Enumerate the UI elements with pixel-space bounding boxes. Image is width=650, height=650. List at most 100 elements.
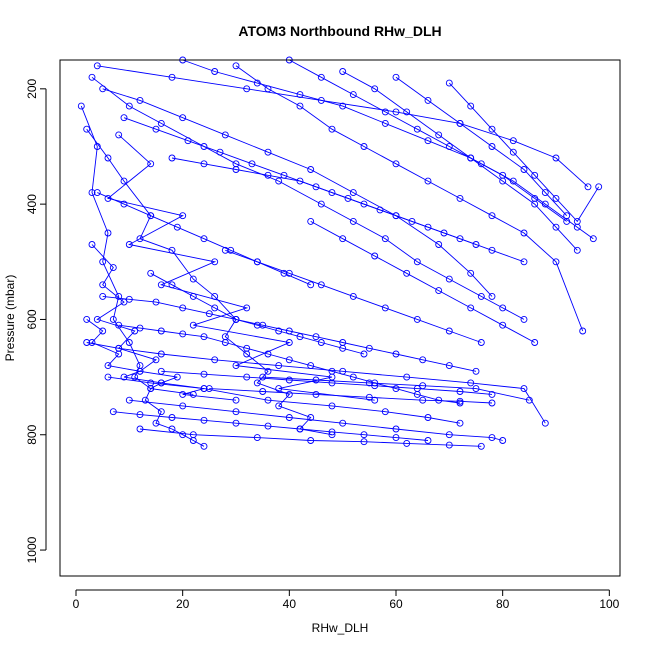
data-point (328, 125, 336, 133)
data-point (168, 281, 176, 289)
data-point (520, 315, 528, 323)
data-point (371, 382, 379, 390)
data-point (221, 246, 229, 254)
data-point (179, 114, 187, 122)
data-point (189, 431, 197, 439)
data-point (189, 321, 197, 329)
data-point (371, 252, 379, 260)
data-point (131, 327, 139, 335)
series-line-1 (86, 128, 333, 436)
y-axis: 200 400 600 800 1000 (25, 78, 47, 563)
data-point (179, 212, 187, 220)
series-line-24 (161, 370, 493, 395)
series-line-23 (113, 411, 429, 441)
data-point (552, 154, 560, 162)
data-point (552, 258, 560, 266)
data-point (424, 437, 432, 444)
data-point (307, 362, 315, 370)
x-axis-label: RHw_DLH (312, 621, 369, 635)
data-point (573, 217, 581, 225)
data-point (259, 373, 267, 381)
data-point (147, 212, 155, 220)
data-point (424, 137, 432, 145)
data-point (360, 143, 368, 150)
data-point (104, 154, 112, 162)
data-point (285, 327, 293, 335)
data-point (509, 137, 517, 145)
data-point (579, 327, 587, 335)
data-point (488, 125, 496, 133)
data-point (413, 125, 421, 133)
data-point (499, 437, 507, 444)
data-point (419, 356, 427, 364)
data-point (424, 177, 432, 185)
data-point (179, 402, 187, 410)
data-point (531, 339, 539, 346)
data-point (227, 246, 235, 254)
data-point (552, 194, 560, 202)
data-point (520, 166, 528, 173)
data-point (339, 419, 347, 427)
data-point (152, 356, 160, 364)
data-point (584, 183, 592, 191)
data-point (317, 200, 325, 208)
data-point (264, 171, 272, 179)
data-point (152, 419, 160, 427)
data-point (541, 189, 549, 197)
data-point (317, 339, 325, 346)
data-point (264, 422, 272, 430)
data-point (312, 183, 320, 191)
data-point (253, 258, 261, 266)
data-point (232, 166, 240, 173)
data-point (360, 200, 368, 208)
data-point (424, 96, 432, 104)
data-point (445, 362, 453, 370)
data-point (360, 438, 368, 446)
data-point (392, 350, 400, 358)
series-line-8 (129, 399, 503, 441)
data-point (125, 295, 133, 303)
data-point (413, 258, 421, 266)
data-point (392, 108, 400, 116)
data-point (445, 79, 453, 87)
data-point (221, 339, 229, 346)
data-point (365, 379, 373, 387)
data-point (93, 315, 101, 323)
data-point (392, 425, 400, 433)
data-point (141, 396, 149, 404)
data-point (125, 339, 133, 346)
data-point (456, 235, 464, 243)
series-line-17 (448, 82, 600, 223)
data-point (488, 434, 496, 442)
data-point (211, 68, 219, 75)
data-point (573, 246, 581, 254)
data-point (349, 91, 357, 99)
data-point (243, 304, 251, 312)
data-point (467, 102, 475, 110)
data-point (189, 292, 197, 300)
data-point (259, 321, 267, 329)
data-point (488, 390, 496, 398)
data-point (285, 356, 293, 364)
data-point (307, 414, 315, 421)
y-tick-label: 400 (25, 194, 39, 214)
data-point (488, 143, 496, 150)
data-point (136, 411, 144, 419)
data-point (440, 229, 448, 237)
data-point (115, 350, 123, 358)
data-point (189, 275, 197, 283)
data-point (328, 367, 336, 375)
data-point (157, 367, 165, 375)
data-point (157, 379, 165, 387)
data-point (488, 399, 496, 407)
data-point (125, 396, 133, 404)
data-point (424, 223, 432, 231)
data-point (280, 269, 288, 277)
series-line-27 (171, 157, 525, 263)
data-point (200, 143, 208, 150)
series-line-2 (91, 76, 525, 320)
data-point (88, 241, 96, 248)
y-tick-label: 1000 (25, 536, 39, 563)
